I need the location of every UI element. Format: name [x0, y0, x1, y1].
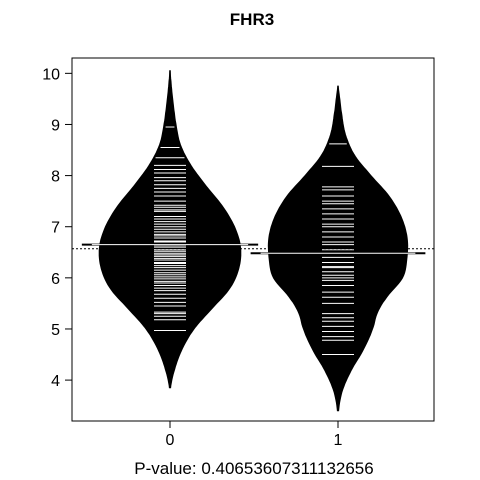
y-tick-label: 7 [51, 220, 60, 237]
x-tick-label-0: 0 [166, 432, 175, 449]
bean-group-0 [99, 71, 241, 388]
y-tick-label: 6 [51, 271, 60, 288]
y-tick-label: 9 [51, 117, 60, 134]
y-tick-label: 10 [42, 66, 60, 83]
chart-title: FHR3 [230, 10, 274, 29]
y-axis: 4 5 6 7 8 9 10 [42, 66, 72, 390]
x-tick-label-1: 1 [334, 432, 343, 449]
y-tick-label: 4 [51, 373, 60, 390]
y-tick-label: 8 [51, 169, 60, 186]
y-tick-label: 5 [51, 322, 60, 339]
beans-layer [99, 71, 408, 411]
x-axis-label: P-value: 0.40653607311132656 [134, 459, 373, 478]
